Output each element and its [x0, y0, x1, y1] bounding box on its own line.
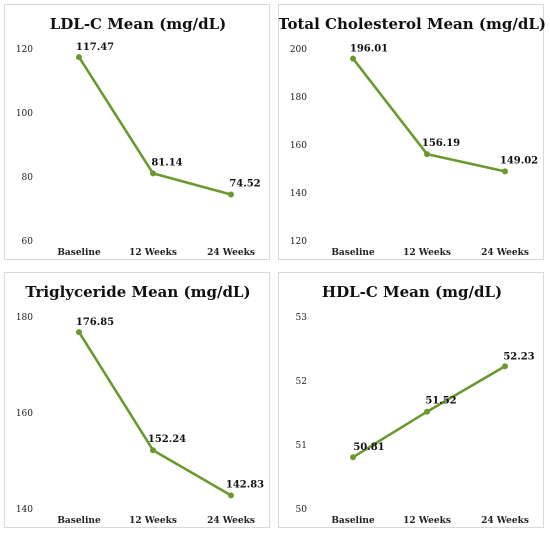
- chart-title: Triglyceride Mean (mg/dL): [25, 283, 250, 301]
- chart-title: Total Cholesterol Mean (mg/dL): [279, 15, 545, 33]
- chart-title: HDL-C Mean (mg/dL): [322, 283, 502, 301]
- data-label: 142.83: [226, 479, 264, 490]
- data-point: [228, 492, 234, 499]
- x-tick-label: 12 Weeks: [129, 516, 177, 526]
- y-tick-label: 52: [296, 377, 307, 387]
- y-tick-label: 51: [296, 441, 307, 451]
- x-tick-label: 24 Weeks: [207, 248, 255, 258]
- chart-svg: Triglyceride Mean (mg/dL) 140 160 180 Baseli…: [16, 283, 264, 526]
- chart-svg: Total Cholesterol Mean (mg/dL) 120 140 160 1…: [279, 15, 545, 258]
- x-tick-label: 24 Weeks: [481, 248, 529, 258]
- data-point: [150, 170, 156, 177]
- x-tick-label: Baseline: [57, 516, 101, 526]
- data-label: 81.14: [151, 157, 182, 168]
- data-label: 176.85: [76, 317, 114, 328]
- triglyceride-chart-panel: Triglyceride Mean (mg/dL) 140 160 180 Baseli…: [4, 272, 270, 528]
- total-cholesterol-chart-panel: Total Cholesterol Mean (mg/dL) 120 140 160 1…: [278, 4, 545, 260]
- data-label: 50.81: [353, 442, 384, 453]
- y-tick-label: 100: [16, 109, 33, 119]
- y-tick-label: 200: [290, 45, 307, 55]
- data-point: [424, 151, 430, 158]
- data-point: [150, 447, 156, 454]
- data-point: [350, 55, 356, 62]
- x-tick-label: Baseline: [331, 248, 375, 258]
- x-tick-label: Baseline: [57, 248, 101, 258]
- y-tick-label: 160: [16, 409, 33, 419]
- y-tick-label: 120: [16, 45, 33, 55]
- data-label: 51.52: [425, 396, 456, 407]
- x-tick-label: 12 Weeks: [129, 248, 177, 258]
- data-label: 196.01: [350, 44, 388, 55]
- y-tick-label: 50: [296, 505, 308, 515]
- x-tick-label: 12 Weeks: [403, 516, 451, 526]
- y-tick-label: 80: [22, 173, 34, 183]
- x-tick-label: 24 Weeks: [481, 516, 529, 526]
- y-tick-label: 140: [290, 189, 307, 199]
- data-point: [424, 408, 430, 415]
- chart-svg: HDL-C Mean (mg/dL) 50 51 52 53 Baseline 12 Wee…: [296, 283, 535, 526]
- data-point: [76, 329, 82, 336]
- data-label: 74.52: [229, 179, 260, 190]
- ldl-c-chart-panel: LDL-C Mean (mg/dL) 60 80 100 120 Baseline 12 W…: [4, 4, 270, 260]
- y-tick-label: 160: [290, 141, 307, 151]
- x-tick-label: 12 Weeks: [403, 248, 451, 258]
- data-point: [350, 454, 356, 461]
- x-tick-label: 24 Weeks: [207, 516, 255, 526]
- data-point: [76, 54, 82, 61]
- data-label: 117.47: [76, 42, 114, 53]
- data-point: [502, 168, 508, 175]
- chart-svg: LDL-C Mean (mg/dL) 60 80 100 120 Baseline 12 W…: [16, 15, 261, 258]
- hdl-c-chart-panel: HDL-C Mean (mg/dL) 50 51 52 53 Baseline 12 Wee…: [278, 272, 544, 528]
- data-label: 156.19: [422, 138, 460, 149]
- y-tick-label: 140: [16, 505, 33, 515]
- y-tick-label: 120: [290, 237, 307, 247]
- data-point: [502, 363, 508, 370]
- y-tick-label: 180: [290, 93, 307, 103]
- data-label: 149.02: [500, 155, 538, 166]
- y-tick-label: 53: [296, 313, 308, 323]
- series-line: [77, 331, 232, 497]
- data-label: 52.23: [503, 351, 534, 362]
- y-tick-label: 180: [16, 313, 33, 323]
- data-point: [228, 191, 234, 198]
- chart-title: LDL-C Mean (mg/dL): [50, 15, 227, 33]
- x-tick-label: Baseline: [331, 516, 375, 526]
- y-tick-label: 60: [22, 237, 34, 247]
- data-label: 152.24: [148, 434, 186, 445]
